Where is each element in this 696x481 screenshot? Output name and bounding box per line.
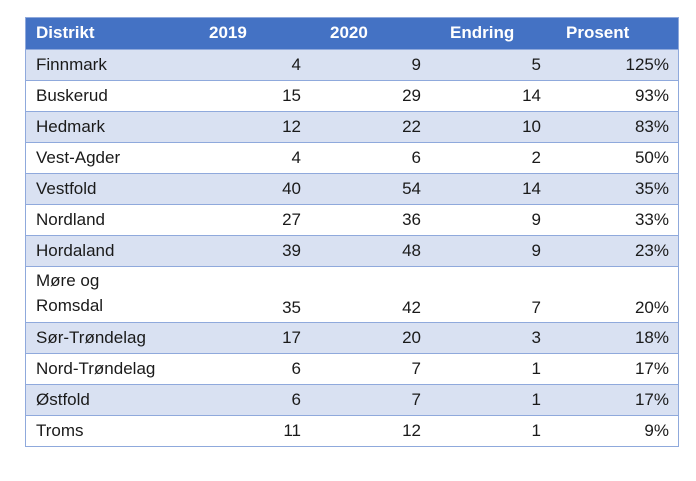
value-2019: 35 <box>186 265 310 322</box>
value-2020: 22 <box>310 110 430 142</box>
change-value: 9 <box>430 234 550 266</box>
value-2019: 11 <box>186 414 310 446</box>
value-2020: 7 <box>310 383 430 415</box>
value-2019: 6 <box>186 352 310 384</box>
table-row: Nord-Trøndelag 6 7 1 17% <box>26 352 678 384</box>
district-name: Sør-Trøndelag <box>26 321 186 353</box>
value-2020: 6 <box>310 141 430 173</box>
table-row: Østfold 6 7 1 17% <box>26 383 678 415</box>
header-2019: 2019 <box>186 18 310 49</box>
district-table-container: Distrikt 2019 2020 Endring Prosent Finnm… <box>25 17 679 447</box>
value-2020: 29 <box>310 79 430 111</box>
district-name: Vest-Agder <box>26 141 186 173</box>
value-2020: 54 <box>310 172 430 204</box>
table-row: Sør-Trøndelag 17 20 3 18% <box>26 321 678 353</box>
table-body: Finnmark 4 9 5 125% Buskerud 15 29 14 93% Hedmark 1… <box>26 48 678 446</box>
value-2019: 40 <box>186 172 310 204</box>
value-2020: 48 <box>310 234 430 266</box>
header-endring: Endring <box>430 18 550 49</box>
district-name: Finnmark <box>26 48 186 80</box>
value-2019: 27 <box>186 203 310 235</box>
change-value: 14 <box>430 172 550 204</box>
value-2019: 15 <box>186 79 310 111</box>
value-2020: 36 <box>310 203 430 235</box>
table-row: Vestfold 40 54 14 35% <box>26 172 678 204</box>
table-header-row: Distrikt 2019 2020 Endring Prosent <box>26 18 678 49</box>
table-row: Finnmark 4 9 5 125% <box>26 48 678 80</box>
table-row: Hedmark 12 22 10 83% <box>26 110 678 142</box>
value-2020: 20 <box>310 321 430 353</box>
table-row: Nordland 27 36 9 33% <box>26 203 678 235</box>
change-value: 7 <box>430 265 550 322</box>
change-value: 2 <box>430 141 550 173</box>
percent-value: 18% <box>550 321 678 353</box>
value-2019: 4 <box>186 141 310 173</box>
district-name: Buskerud <box>26 79 186 111</box>
percent-value: 50% <box>550 141 678 173</box>
district-name: Møre og Romsdal <box>26 265 186 322</box>
value-2019: 39 <box>186 234 310 266</box>
table-row: Buskerud 15 29 14 93% <box>26 79 678 111</box>
value-2019: 6 <box>186 383 310 415</box>
district-name: Hordaland <box>26 234 186 266</box>
change-value: 9 <box>430 203 550 235</box>
change-value: 10 <box>430 110 550 142</box>
district-name: Nord-Trøndelag <box>26 352 186 384</box>
change-value: 14 <box>430 79 550 111</box>
value-2020: 9 <box>310 48 430 80</box>
change-value: 1 <box>430 414 550 446</box>
change-value: 1 <box>430 352 550 384</box>
table-row: Hordaland 39 48 9 23% <box>26 234 678 266</box>
value-2019: 4 <box>186 48 310 80</box>
percent-value: 83% <box>550 110 678 142</box>
percent-value: 93% <box>550 79 678 111</box>
change-value: 1 <box>430 383 550 415</box>
district-name: Hedmark <box>26 110 186 142</box>
value-2020: 12 <box>310 414 430 446</box>
percent-value: 125% <box>550 48 678 80</box>
header-distrikt: Distrikt <box>26 18 186 49</box>
table-row: Vest-Agder 4 6 2 50% <box>26 141 678 173</box>
district-name: Østfold <box>26 383 186 415</box>
district-name: Troms <box>26 414 186 446</box>
value-2020: 7 <box>310 352 430 384</box>
percent-value: 17% <box>550 352 678 384</box>
value-2019: 17 <box>186 321 310 353</box>
change-value: 5 <box>430 48 550 80</box>
percent-value: 9% <box>550 414 678 446</box>
table-row: Troms 11 12 1 9% <box>26 414 678 446</box>
district-name: Vestfold <box>26 172 186 204</box>
value-2019: 12 <box>186 110 310 142</box>
percent-value: 33% <box>550 203 678 235</box>
table-row: Møre og Romsdal 35 42 7 20% <box>26 265 678 322</box>
header-prosent: Prosent <box>550 18 678 49</box>
district-name: Nordland <box>26 203 186 235</box>
percent-value: 20% <box>550 265 678 322</box>
percent-value: 23% <box>550 234 678 266</box>
district-table: Distrikt 2019 2020 Endring Prosent Finnm… <box>26 18 678 446</box>
percent-value: 17% <box>550 383 678 415</box>
change-value: 3 <box>430 321 550 353</box>
header-2020: 2020 <box>310 18 430 49</box>
percent-value: 35% <box>550 172 678 204</box>
value-2020: 42 <box>310 265 430 322</box>
